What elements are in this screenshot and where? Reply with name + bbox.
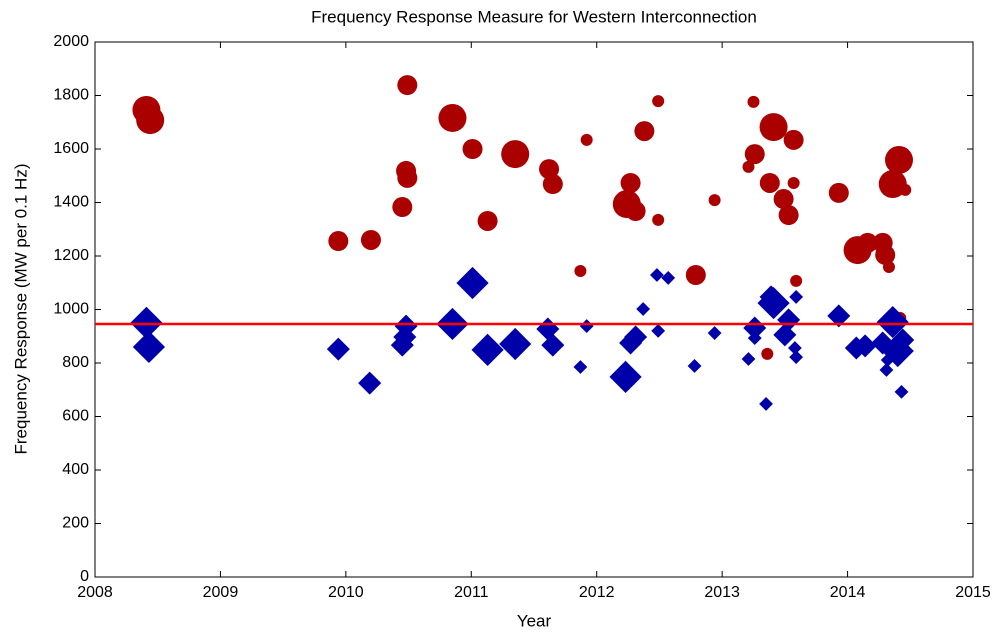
diamond-point: [326, 337, 350, 361]
x-tick-label: 2014: [830, 584, 866, 601]
circle-point: [708, 194, 721, 207]
diamond-point: [471, 333, 504, 366]
y-tick-label: 1000: [53, 301, 89, 318]
circle-point: [501, 140, 530, 169]
y-tick-label: 1600: [53, 140, 89, 157]
diamond-point: [687, 359, 702, 373]
circle-point: [620, 172, 641, 193]
diamond-point: [891, 328, 915, 352]
circle-point: [761, 347, 774, 360]
x-tick-label: 2009: [203, 584, 239, 601]
diamond-point: [881, 334, 914, 368]
diamond-point: [879, 363, 894, 377]
circle-point: [884, 145, 913, 174]
circle-point: [882, 260, 895, 273]
diamond-point: [743, 316, 767, 340]
diamond-point: [636, 302, 651, 316]
y-tick-label: 1800: [53, 87, 89, 104]
diamond-point: [499, 327, 532, 361]
circle-point: [759, 172, 780, 193]
diamond-point: [707, 326, 722, 340]
circle-point: [744, 144, 765, 165]
y-tick-label: 600: [62, 408, 89, 425]
diamond-point: [880, 353, 895, 367]
circle-point: [438, 103, 467, 132]
x-tick-label: 2012: [579, 584, 615, 601]
circle-point: [462, 139, 483, 159]
circle-point: [783, 129, 804, 150]
y-tick-label: 2000: [53, 33, 89, 50]
diamond-point: [609, 360, 642, 394]
diamond-point: [894, 384, 909, 399]
circle-point: [397, 75, 418, 96]
diamond-point: [827, 304, 851, 328]
diamond-point: [787, 341, 802, 355]
circle-point: [773, 189, 794, 210]
diamond-point: [132, 330, 166, 364]
diamond-point: [390, 333, 414, 357]
circle-point: [328, 231, 349, 252]
y-tick-label: 1400: [53, 194, 89, 211]
circle-point: [652, 95, 665, 108]
diamond-point: [759, 397, 773, 411]
circle-point: [747, 95, 760, 108]
circle-point: [742, 160, 755, 173]
circle-point: [634, 121, 655, 142]
y-tick-label: 800: [62, 354, 89, 371]
diamond-point: [759, 285, 783, 309]
y-tick-label: 200: [62, 515, 89, 532]
circle-point: [580, 133, 593, 146]
circle-point: [790, 274, 803, 287]
circle-point: [857, 232, 878, 253]
circle-point: [136, 106, 165, 135]
diamond-point: [789, 290, 804, 304]
diamond-point: [651, 324, 666, 338]
circle-point: [778, 205, 799, 226]
diamond-point: [541, 333, 565, 357]
circle-point: [392, 197, 413, 218]
x-tick-label: 2013: [704, 584, 740, 601]
circle-point: [539, 159, 560, 180]
circle-point: [360, 229, 381, 250]
circle-point: [759, 113, 788, 142]
x-tick-label: 2015: [955, 584, 991, 601]
y-axis-label: Frequency Response (MW per 0.1 Hz): [11, 164, 30, 455]
diamond-point: [777, 308, 801, 332]
circle-point: [625, 201, 646, 222]
diamond-point: [456, 266, 489, 300]
x-axis-label: Year: [517, 611, 552, 630]
x-tick-label: 2011: [454, 584, 489, 601]
circle-point: [652, 213, 665, 226]
chart-title: Frequency Response Measure for Western I…: [311, 7, 757, 26]
x-tick-label: 2008: [77, 584, 113, 601]
diamond-point: [573, 360, 588, 374]
circle-point: [787, 176, 800, 189]
diamond-point: [741, 352, 756, 366]
diamond-point: [853, 334, 877, 358]
y-tick-label: 1200: [53, 247, 89, 264]
x-tick-label: 2010: [328, 584, 364, 601]
circle-point: [685, 264, 706, 285]
diamond-point: [358, 371, 382, 395]
diamond-point: [876, 305, 909, 339]
diamond-point: [579, 319, 594, 333]
diamond-point: [650, 268, 664, 282]
circle-point: [875, 244, 896, 265]
diamond-point: [624, 325, 648, 349]
circle-point: [574, 264, 587, 277]
circle-point: [828, 182, 849, 203]
diamond-point: [789, 350, 804, 365]
circle-point: [477, 210, 498, 231]
circle-point: [542, 174, 563, 195]
y-tick-label: 400: [62, 461, 89, 478]
circle-point: [899, 183, 912, 196]
circle-point: [397, 167, 418, 188]
diamond-point: [661, 271, 676, 285]
y-tick-label: 0: [80, 568, 89, 585]
